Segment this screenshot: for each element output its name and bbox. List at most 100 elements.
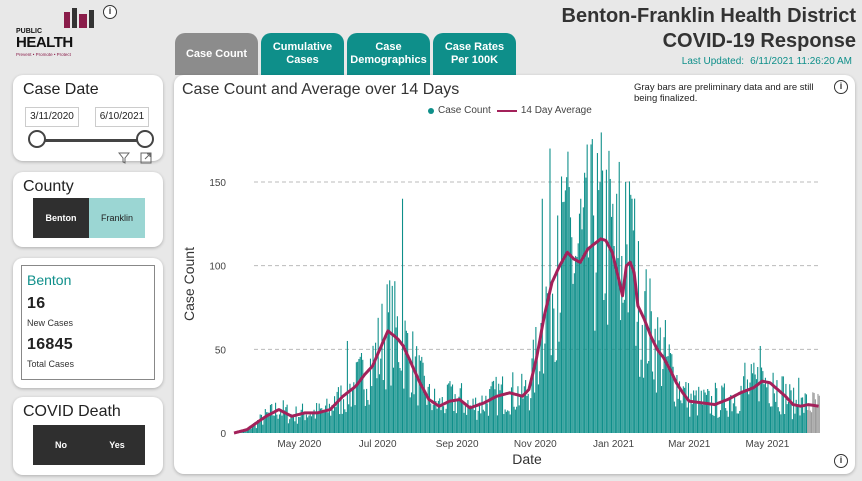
filter-icon[interactable]: [115, 152, 133, 168]
case-count-bar: [569, 217, 572, 433]
case-count-bar: [426, 404, 428, 433]
case-count-bar: [532, 339, 534, 433]
case-count-bar: [700, 390, 702, 433]
case-count-bar: [490, 386, 492, 433]
case-count-bar: [568, 187, 570, 433]
case-count-bar: [649, 278, 651, 433]
case-count-bar: [704, 392, 706, 433]
case-count-chart[interactable]: Case Count Date 0 50 100 150 May 2020 Jul 202…: [174, 75, 855, 474]
case-count-bar: [778, 411, 781, 433]
case-count-bar: [675, 406, 677, 433]
y-tick-label: 150: [209, 178, 226, 189]
case-count-bar: [752, 373, 754, 433]
case-count-bar: [599, 182, 601, 433]
case-count-bar: [277, 418, 279, 433]
x-tick-label: May 2021: [745, 439, 789, 450]
case-count-bar: [619, 320, 622, 433]
start-date-handle[interactable]: [28, 130, 46, 148]
case-count-bar: [450, 386, 452, 433]
chart-footer-info-icon[interactable]: i: [834, 454, 848, 468]
info-icon[interactable]: i: [103, 5, 117, 19]
case-count-bar: [355, 362, 357, 433]
tab-case-rates[interactable]: Case Rates Per 100K: [433, 33, 516, 75]
case-count-bar: [314, 418, 316, 433]
case-count-bar: [817, 393, 819, 433]
case-count-bar: [322, 410, 324, 433]
case-count-bar: [310, 416, 313, 433]
county-franklin-button[interactable]: Franklin: [89, 198, 145, 238]
x-axis-label: Date: [512, 451, 542, 467]
case-count-bar: [539, 371, 541, 433]
case-count-bar: [507, 410, 509, 433]
case-count-bar: [655, 392, 657, 433]
case-count-bar: [401, 198, 404, 433]
case-count-bar: [295, 406, 297, 433]
case-count-bar: [708, 390, 710, 433]
date-range-track[interactable]: [39, 139, 151, 142]
case-count-bar: [342, 399, 345, 433]
county-benton-button[interactable]: Benton: [33, 198, 89, 238]
case-count-bar: [440, 410, 442, 433]
case-count-bar: [404, 320, 406, 433]
case-count-bar: [723, 383, 725, 433]
case-count-bar: [253, 423, 255, 433]
case-count-bar: [334, 396, 336, 433]
case-count-bar: [332, 410, 334, 433]
case-count-bar: [758, 401, 760, 433]
case-count-bar: [268, 412, 270, 433]
case-count-bar: [541, 198, 543, 433]
case-count-bar: [643, 377, 645, 433]
case-count-bar: [746, 379, 749, 433]
case-count-bar: [436, 408, 438, 433]
case-count-bar: [689, 416, 691, 433]
case-count-bar: [419, 360, 422, 433]
expand-icon[interactable]: [137, 152, 155, 168]
case-count-bar: [695, 390, 697, 433]
case-count-bar: [607, 324, 609, 433]
case-count-bar: [304, 420, 306, 433]
case-count-bar: [628, 181, 631, 433]
case-count-bar: [707, 389, 709, 433]
death-yes-button[interactable]: Yes: [89, 425, 145, 465]
title-line2: COVID-19 Response: [662, 30, 856, 52]
case-count-bar: [292, 417, 295, 433]
case-count-bar: [796, 406, 799, 433]
case-count-bar: [653, 379, 655, 433]
case-count-bar: [587, 257, 589, 433]
case-count-bar: [335, 407, 337, 433]
case-count-bar: [360, 353, 363, 433]
case-count-bar: [468, 405, 470, 433]
tab-case-count[interactable]: Case Count: [175, 33, 258, 75]
case-count-bar: [578, 213, 581, 433]
case-count-bar: [590, 144, 592, 433]
legend-case-count: Case Count: [438, 105, 491, 116]
case-count-bar: [382, 380, 384, 433]
case-count-bar: [425, 395, 427, 433]
start-date-input[interactable]: 3/11/2020: [25, 107, 79, 127]
case-count-bar: [682, 386, 684, 433]
death-no-button[interactable]: No: [33, 425, 89, 465]
tab-case-demographics[interactable]: Case Demographics: [347, 33, 430, 75]
end-date-input[interactable]: 6/10/2021: [95, 107, 149, 127]
case-count-bar: [319, 408, 322, 433]
case-count-bar: [709, 413, 711, 433]
case-count-bar: [640, 359, 642, 433]
case-count-bar: [255, 428, 257, 433]
case-count-bar: [389, 280, 391, 433]
case-count-bar: [550, 355, 552, 433]
tab-cumulative-cases[interactable]: Cumulative Cases: [261, 33, 344, 75]
chart-info-icon[interactable]: i: [834, 80, 848, 94]
case-count-bar: [296, 423, 298, 433]
case-count-bar: [434, 388, 436, 433]
case-count-bar: [713, 416, 715, 433]
case-count-bar: [285, 407, 287, 433]
case-count-bar: [573, 273, 575, 433]
tab-bar: Case Count Cumulative Cases Case Demogra…: [175, 33, 516, 75]
case-count-bar: [458, 396, 460, 433]
end-date-handle[interactable]: [136, 130, 154, 148]
case-count-bar: [780, 414, 782, 433]
case-count-bar: [605, 169, 607, 434]
case-count-bar: [685, 382, 687, 433]
case-count-bar: [543, 373, 545, 433]
case-count-bar: [362, 359, 364, 433]
